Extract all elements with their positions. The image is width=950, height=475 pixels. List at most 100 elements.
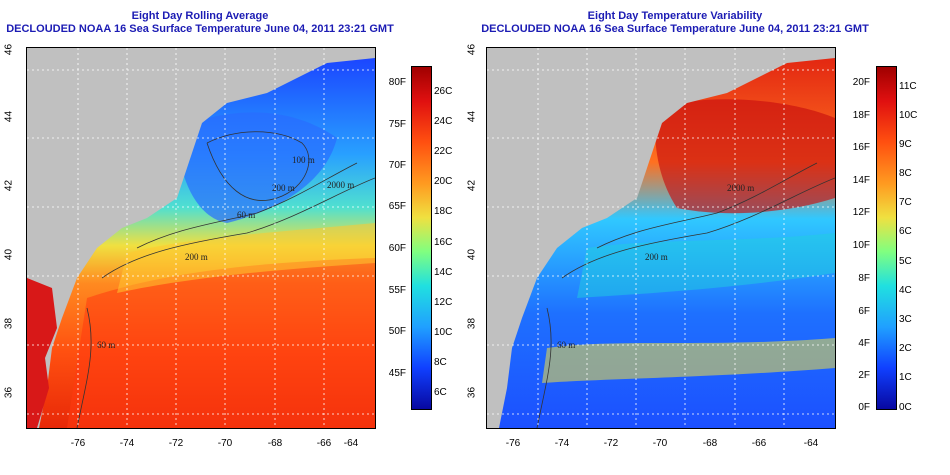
- colorbar-f-label: 8F: [858, 273, 870, 284]
- contour-200m: [596, 162, 818, 249]
- colorbar-c-label: 10C: [434, 327, 453, 338]
- colorbar-f-label: 0F: [858, 402, 870, 413]
- colorbar-c-label: 5C: [899, 256, 912, 267]
- contour-label: 60 m: [557, 340, 575, 350]
- contour-2000m: [561, 177, 835, 279]
- colorbar-c-label: 16C: [434, 237, 453, 248]
- high-variability-region: [655, 99, 835, 214]
- x-tick: -74: [119, 438, 135, 449]
- colorbar-c-label: 3C: [899, 314, 912, 325]
- colorbar-c-label: 2C: [899, 343, 912, 354]
- colorbar-c-label: 22C: [434, 146, 453, 157]
- colorbar-f-label: 50F: [388, 326, 406, 337]
- sst-variability-panel: Eight Day Temperature Variability DECLOU…: [467, 0, 950, 475]
- contour-label: 100 m: [292, 155, 315, 165]
- colorbar-c-label: 20C: [434, 176, 453, 187]
- colorbar-c-label: 4C: [899, 285, 912, 296]
- contour-2000m: [101, 177, 375, 279]
- coastal-waters: [27, 278, 57, 428]
- colorbar-f-label: 2F: [858, 370, 870, 381]
- sst-variability-colorbar: [876, 66, 897, 410]
- colorbar-f-label: 60F: [388, 243, 406, 254]
- x-tick: -68: [267, 438, 283, 449]
- sst-average-colorbar: [411, 66, 432, 410]
- contour-label: 200 m: [645, 252, 668, 262]
- colorbar-f-label: 6F: [858, 306, 870, 317]
- right-map-subtitle: DECLOUDED NOAA 16 Sea Surface Temperatur…: [481, 23, 869, 35]
- colorbar-f-label: 12F: [852, 207, 870, 218]
- sst-variability-map[interactable]: 2000 m 200 m 60 m: [486, 47, 836, 429]
- y-tick: 36: [3, 386, 15, 399]
- colorbar-f-label: 20F: [852, 77, 870, 88]
- x-tick: -72: [603, 438, 619, 449]
- colorbar-c-label: 8C: [899, 168, 912, 179]
- colorbar-c-label: 18C: [434, 206, 453, 217]
- contour-label: 60 m: [97, 340, 115, 350]
- colorbar-c-label: 24C: [434, 116, 453, 127]
- y-tick: 42: [3, 179, 15, 192]
- slope-variability-region: [577, 233, 835, 298]
- y-tick: 38: [3, 317, 15, 330]
- y-tick: 36: [466, 386, 478, 399]
- colorbar-f-label: 70F: [388, 160, 406, 171]
- y-tick: 44: [466, 110, 478, 123]
- y-tick: 42: [466, 179, 478, 192]
- left-map-title: Eight Day Rolling Average: [131, 10, 269, 22]
- x-tick: -70: [217, 438, 233, 449]
- right-map-title: Eight Day Temperature Variability: [587, 10, 763, 22]
- colorbar-c-label: 0C: [899, 402, 912, 413]
- x-tick: -64: [343, 438, 359, 449]
- contour-label: 60 m: [237, 210, 255, 220]
- colorbar-f-label: 14F: [852, 175, 870, 186]
- y-tick: 40: [466, 248, 478, 261]
- x-tick: -64: [803, 438, 819, 449]
- colorbar-f-label: 65F: [388, 201, 406, 212]
- contour-200m: [136, 162, 358, 249]
- x-tick: -72: [168, 438, 184, 449]
- x-tick: -66: [751, 438, 767, 449]
- colorbar-c-label: 9C: [899, 139, 912, 150]
- left-map-subtitle: DECLOUDED NOAA 16 Sea Surface Temperatur…: [6, 23, 394, 35]
- colorbar-c-label: 10C: [899, 110, 918, 121]
- slope-water-region: [117, 223, 375, 293]
- contour-60m: [76, 307, 92, 428]
- colorbar-c-label: 6C: [434, 387, 447, 398]
- contour-label: 2000 m: [727, 183, 754, 193]
- colorbar-f-label: 10F: [852, 240, 870, 251]
- gulf-stream-region: [67, 258, 375, 428]
- colorbar-c-label: 14C: [434, 267, 453, 278]
- y-tick: 46: [3, 43, 15, 56]
- x-tick: -76: [505, 438, 521, 449]
- y-tick: 40: [3, 248, 15, 261]
- contour-label: 2000 m: [327, 180, 354, 190]
- x-tick: -70: [652, 438, 668, 449]
- sst-variability-map-svg: 2000 m 200 m 60 m: [487, 48, 835, 428]
- contour-100m: [206, 131, 310, 201]
- colorbar-c-label: 11C: [899, 81, 917, 92]
- y-tick: 44: [3, 110, 15, 123]
- colorbar-f-label: 4F: [858, 338, 870, 349]
- colorbar-f-label: 18F: [852, 110, 870, 121]
- colorbar-c-label: 26C: [434, 86, 453, 97]
- colorbar-c-label: 12C: [434, 297, 453, 308]
- contour-label: 200 m: [185, 252, 208, 262]
- y-tick: 38: [466, 317, 478, 330]
- sst-average-map[interactable]: 100 m 200 m 2000 m 60 m 200 m 60 m: [26, 47, 376, 429]
- land-mass: [487, 48, 835, 428]
- colorbar-f-label: 75F: [388, 119, 406, 130]
- x-tick: -68: [702, 438, 718, 449]
- sst-average-map-svg: 100 m 200 m 2000 m 60 m 200 m 60 m: [27, 48, 375, 428]
- colorbar-f-label: 55F: [388, 285, 406, 296]
- colorbar-c-label: 1C: [899, 372, 912, 383]
- colorbar-c-label: 7C: [899, 197, 912, 208]
- x-tick: -66: [316, 438, 332, 449]
- x-tick: -76: [70, 438, 86, 449]
- sst-average-panel: Eight Day Rolling Average DECLOUDED NOAA…: [3, 10, 453, 449]
- x-tick: -74: [554, 438, 570, 449]
- colorbar-f-label: 80F: [388, 77, 406, 88]
- colorbar-f-label: 45F: [388, 368, 406, 379]
- graticule: [487, 48, 835, 428]
- land-mass: [27, 48, 375, 428]
- graticule: [27, 48, 375, 428]
- colorbar-f-label: 16F: [852, 142, 870, 153]
